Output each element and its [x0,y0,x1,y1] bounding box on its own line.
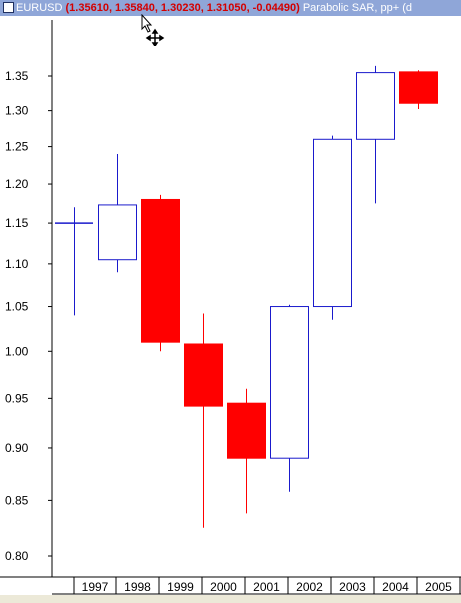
chart-window-icon [3,2,14,13]
x-tick-label: 2000 [210,580,237,594]
candle-2000 [184,313,223,528]
move-cursor-icon [141,14,165,46]
candle-body [399,71,438,104]
y-tick-label: 1.25 [5,140,29,154]
candle-body [313,138,352,308]
candle-body [227,402,266,459]
candle-2003 [313,135,352,320]
x-tick-label: 2004 [382,580,409,594]
indicator-list: Parabolic SAR, pp+ (d [302,2,412,14]
y-tick-label: 1.20 [5,177,29,191]
y-tick-label: 1.00 [5,344,29,358]
candle-2005 [399,70,438,109]
candlestick-chart[interactable]: 0.80 0.85 0.90 0.95 1.00 1.05 1.10 1.15 1.20 1.25… [0,16,461,595]
y-tick-label: 1.10 [5,257,29,271]
candle-1998 [98,153,137,273]
x-tick-label: 2003 [339,580,366,594]
x-tick-label: 2001 [253,580,280,594]
x-tick-label: 2002 [296,580,323,594]
y-tick-label: 0.95 [5,391,29,405]
y-axis: 0.80 0.85 0.90 0.95 1.00 1.05 1.10 1.15 1.20 1.25… [5,20,53,577]
y-tick-label: 0.80 [5,549,29,563]
chart-title-bar: EURUSD (1.35610, 1.35840, 1.30230, 1.310… [0,0,461,16]
candle-body [270,306,309,459]
candle-body [184,343,223,407]
x-tick-label: 1998 [124,580,151,594]
candle-body [356,72,395,140]
candle-2002 [270,304,309,492]
y-tick-label: 1.35 [5,69,29,83]
x-tick-label: 2005 [425,580,452,594]
candle-body [98,204,137,261]
y-tick-label: 0.85 [5,493,29,507]
candle-body [141,198,180,343]
x-tick-label: 1997 [82,580,109,594]
ohlc-values: (1.35610, 1.35840, 1.30230, 1.31050, -0.… [65,2,300,14]
status-strip [0,595,461,603]
candle-2001 [227,388,266,514]
y-tick-label: 1.30 [5,104,29,118]
y-tick-label: 0.90 [5,441,29,455]
candles [55,65,438,528]
candle-1997 [55,207,93,316]
x-axis: 1997 1998 1999 2000 2001 2002 2003 2004 2005 [0,576,461,595]
y-tick-label: 1.15 [5,216,29,230]
y-tick-label: 1.05 [5,300,29,314]
x-tick-label: 1999 [167,580,194,594]
symbol-label: EURUSD [16,2,63,14]
candle-2004 [356,65,395,204]
candle-1999 [141,194,180,352]
